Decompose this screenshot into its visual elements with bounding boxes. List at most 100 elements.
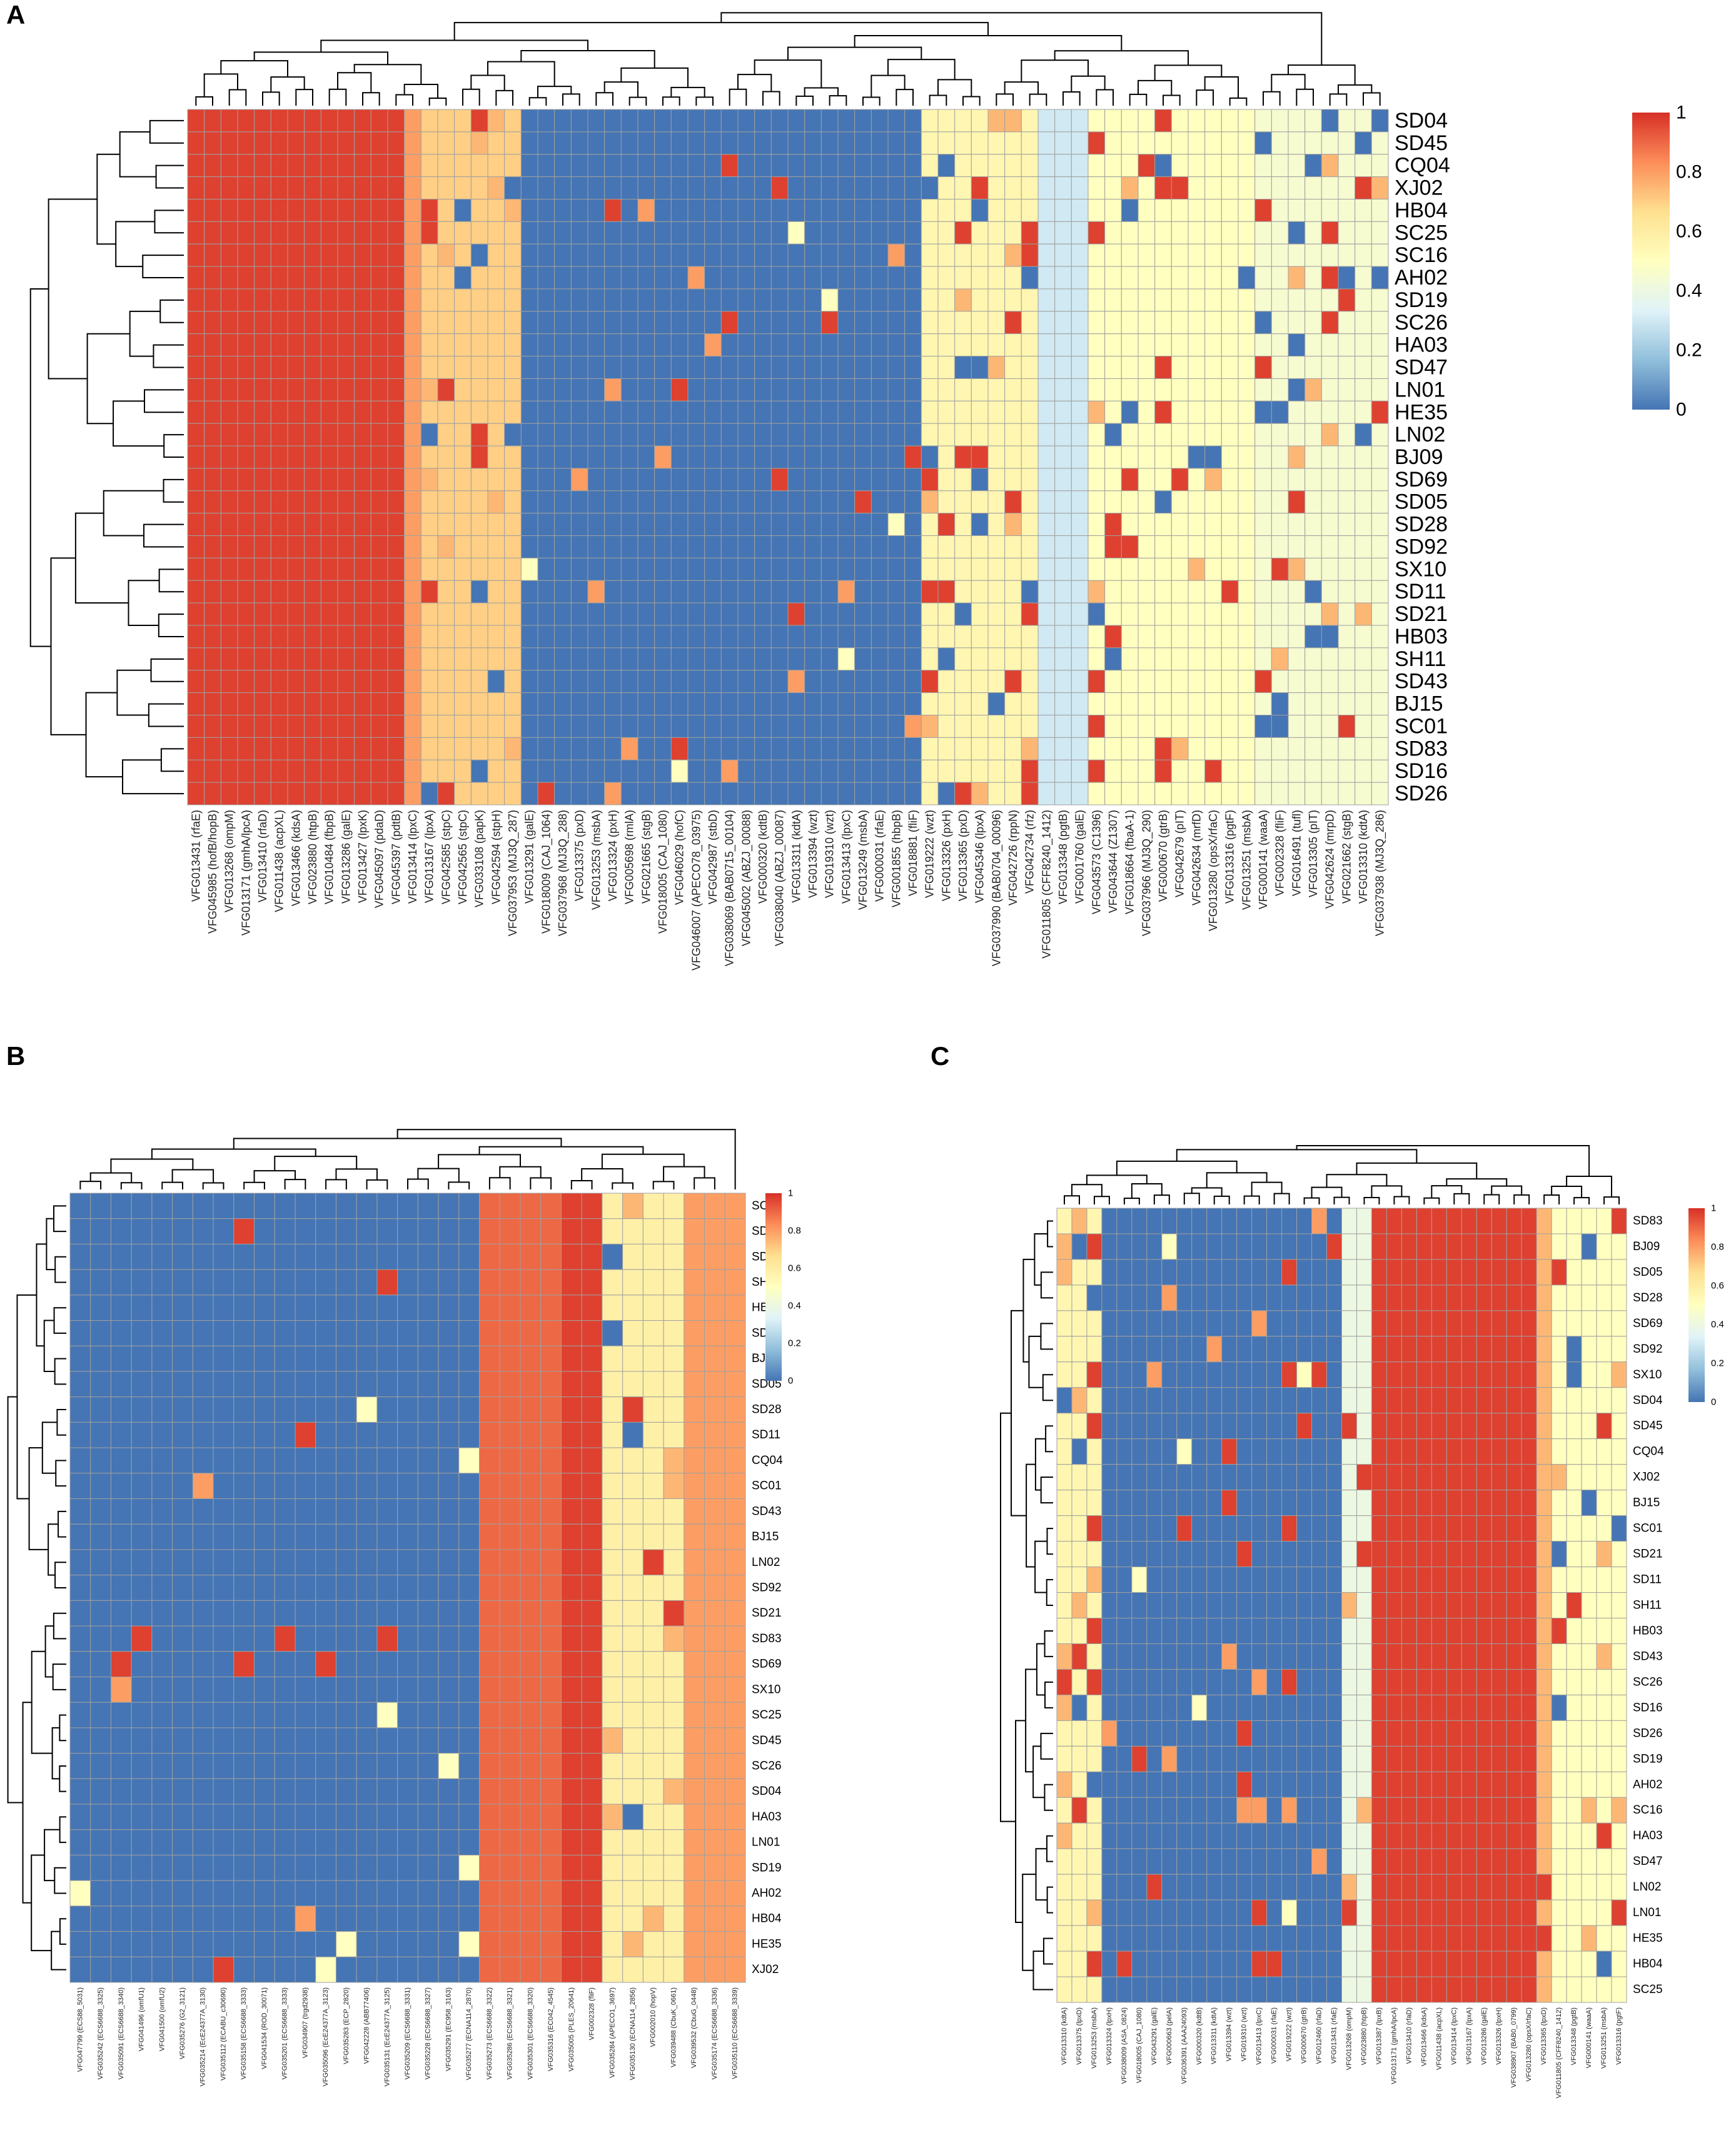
heatmap-cell [871, 423, 889, 447]
heatmap-cell [1371, 625, 1389, 649]
column-label: VFG013310 (kdtA) [1061, 2007, 1068, 2065]
heatmap-cell [274, 1778, 296, 1805]
heatmap-cell [1251, 1310, 1268, 1337]
heatmap-cell [1071, 333, 1089, 357]
heatmap-cell [1054, 647, 1072, 671]
heatmap-cell [537, 243, 555, 267]
heatmap-cell [479, 1880, 500, 1907]
heatmap-cell [1154, 356, 1172, 379]
heatmap-cell [1355, 557, 1372, 581]
column-label: VFG013413 (lpxC) [1256, 2007, 1263, 2065]
heatmap-cell [620, 109, 638, 133]
heatmap-cell [770, 154, 789, 178]
heatmap-cell [1161, 1848, 1178, 1875]
heatmap-cell [1131, 1541, 1148, 1568]
heatmap-cell [620, 423, 638, 447]
heatmap-cell [1188, 692, 1206, 716]
heatmap-cell [954, 176, 972, 199]
heatmap-cell [172, 1243, 193, 1270]
heatmap-cell [1321, 557, 1339, 581]
heatmap-cell [921, 692, 939, 716]
heatmap-cell [1056, 1822, 1072, 1849]
heatmap-cell [1326, 1413, 1343, 1440]
heatmap-cell [354, 557, 371, 581]
heatmap-cell [622, 1473, 643, 1500]
heatmap-cell [854, 109, 872, 133]
heatmap-cell [233, 1575, 255, 1601]
heatmap-cell [1101, 1284, 1118, 1311]
heatmap-cell [837, 243, 855, 267]
heatmap-cell [270, 423, 288, 447]
heatmap-cell [1161, 1336, 1178, 1363]
heatmap-cell [1281, 1413, 1298, 1440]
heatmap-cell [172, 1447, 193, 1474]
heatmap-cell [90, 1473, 111, 1500]
heatmap-cell [804, 198, 822, 222]
heatmap-cell [1088, 625, 1106, 649]
heatmap-cell [604, 647, 622, 671]
heatmap-cell [337, 692, 355, 716]
heatmap-cell [904, 737, 922, 760]
heatmap-cell [724, 1473, 746, 1500]
heatmap-cell [320, 670, 338, 694]
heatmap-cell [670, 513, 689, 537]
heatmap-cell [787, 400, 805, 424]
heatmap-cell [274, 1575, 296, 1601]
heatmap-cell [254, 1269, 275, 1296]
heatmap-cell [1188, 243, 1206, 267]
heatmap-cell [954, 266, 972, 290]
heatmap-cell [1401, 1874, 1417, 1900]
heatmap-cell [837, 782, 855, 805]
heatmap-cell [131, 1676, 153, 1703]
heatmap-cell [642, 1931, 664, 1957]
heatmap-cell [587, 647, 605, 671]
heatmap-cell [1521, 1464, 1537, 1491]
heatmap-cell [1254, 759, 1272, 783]
heatmap-cell [1161, 1490, 1178, 1517]
heatmap-cell [804, 535, 822, 558]
heatmap-cell [1491, 1515, 1507, 1542]
heatmap-cell [587, 490, 605, 514]
heatmap-cell [921, 154, 939, 178]
column-label: VFG013171 (gmhA/lpcA) [240, 810, 252, 936]
heatmap-cell [1416, 1668, 1432, 1695]
heatmap-cell [570, 333, 588, 357]
heatmap-cell [69, 1651, 91, 1677]
heatmap-cell [1161, 1284, 1178, 1311]
heatmap-cell [1551, 1233, 1567, 1260]
heatmap-cell [754, 243, 772, 267]
heatmap-cell [1338, 557, 1356, 581]
heatmap-cell [1154, 288, 1172, 312]
heatmap-cell [1521, 1490, 1537, 1517]
heatmap-cell [1338, 288, 1356, 312]
heatmap-cell [1121, 445, 1139, 469]
heatmap-cell [770, 445, 789, 469]
heatmap-cell [1086, 1567, 1103, 1593]
heatmap-cell [704, 1600, 725, 1627]
heatmap-cell [770, 468, 789, 492]
heatmap-cell [254, 1498, 275, 1525]
heatmap-cell [1116, 1515, 1133, 1542]
heatmap-cell [1281, 1643, 1298, 1670]
heatmap-cell [1191, 1259, 1208, 1286]
heatmap-cell [1551, 1387, 1567, 1414]
heatmap-cell [622, 1421, 643, 1448]
heatmap-cell [921, 243, 939, 267]
heatmap-cell [1071, 1617, 1088, 1644]
heatmap-cell [540, 1498, 562, 1525]
heatmap-cell [587, 243, 605, 267]
heatmap-cell [1321, 782, 1339, 805]
heatmap-cell [520, 1421, 542, 1448]
heatmap-cell [1476, 1976, 1492, 2003]
heatmap-cell [254, 1371, 275, 1398]
heatmap-cell [315, 1829, 336, 1855]
heatmap-cell [1356, 1592, 1372, 1618]
heatmap-cell [804, 670, 822, 694]
heatmap-cell [1088, 243, 1106, 267]
heatmap-cell [1236, 1438, 1253, 1465]
heatmap-cell [820, 715, 839, 738]
heatmap-cell [560, 1905, 582, 1932]
heatmap-cell [537, 468, 555, 492]
heatmap-cell [487, 692, 505, 716]
heatmap-cell [684, 1600, 705, 1627]
